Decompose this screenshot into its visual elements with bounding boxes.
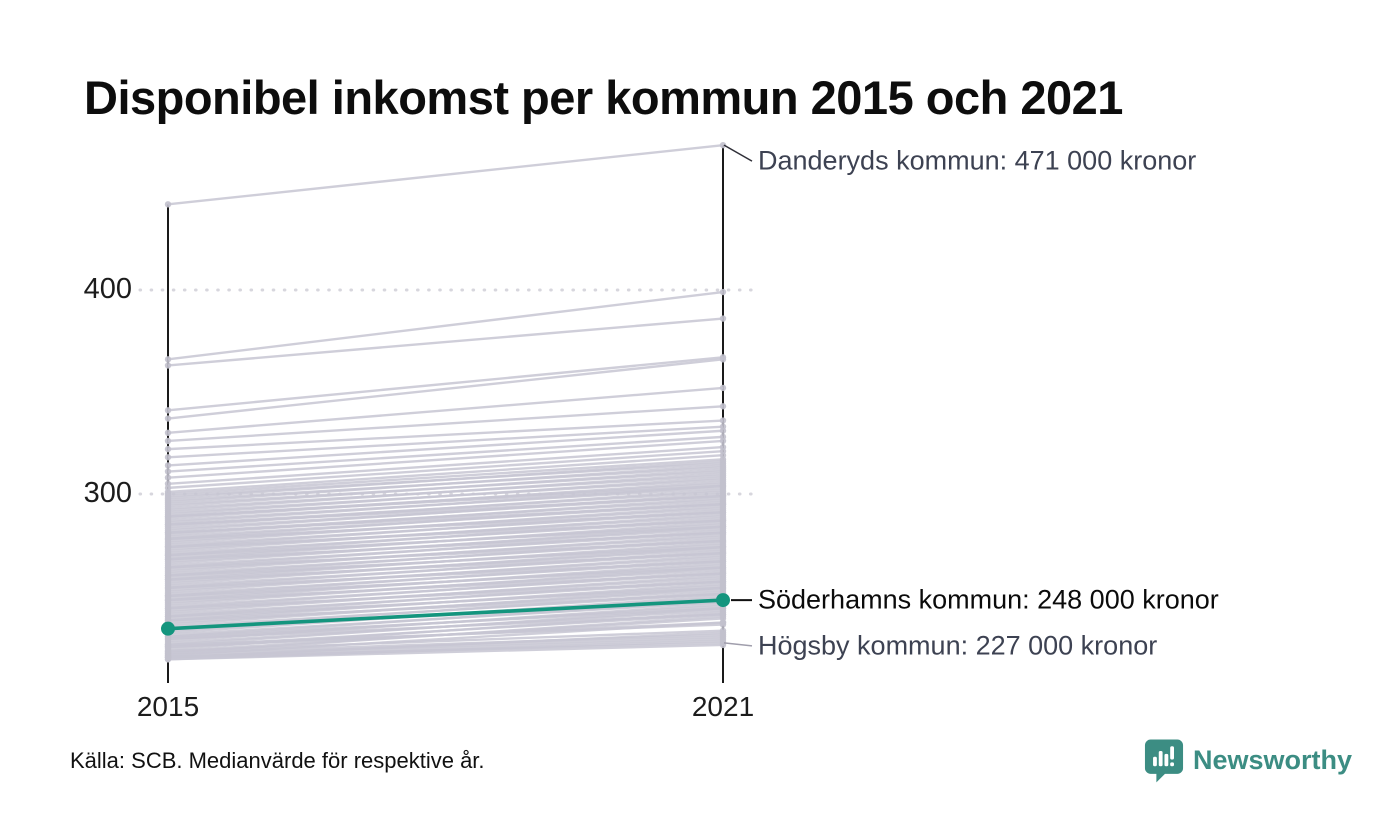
newsworthy-logo-icon [1144, 739, 1184, 783]
x-axis-label-2021: 2021 [691, 691, 755, 722]
annotation-hogsby: Högsby kommun: 227 000 kronor [758, 630, 1158, 661]
annotation-soderhamn: Söderhamns kommun: 248 000 kronor [758, 584, 1219, 615]
x-axis-label-2015: 2015 [136, 691, 200, 722]
source-note: Källa: SCB. Medianvärde för respektive å… [70, 748, 485, 773]
brand-name: Newsworthy [1193, 745, 1353, 775]
brand-lockup: Newsworthy [1144, 738, 1352, 783]
page-title: Disponibel inkomst per kommun 2015 och 2… [84, 71, 1123, 124]
y-axis-tick-400: 400 [83, 272, 132, 305]
annotation-danderyd: Danderyds kommun: 471 000 kronor [758, 145, 1197, 176]
y-axis-tick-300: 300 [83, 476, 132, 509]
